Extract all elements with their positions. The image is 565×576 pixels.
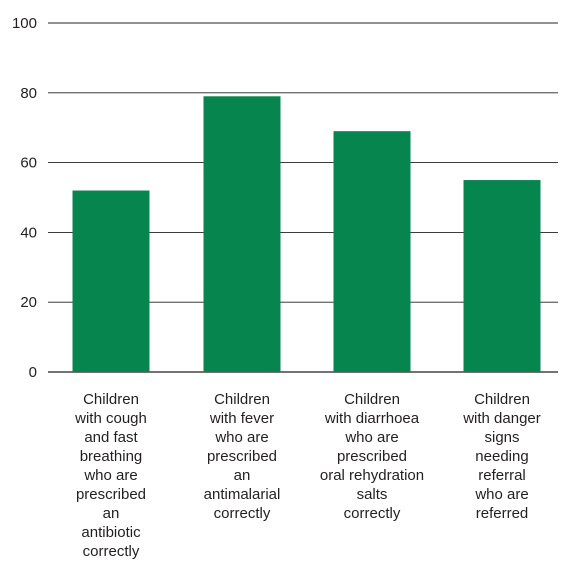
bars: [72, 96, 541, 372]
y-tick-label: 20: [20, 294, 37, 311]
bar-3: [333, 131, 411, 372]
y-tick-label: 0: [29, 364, 37, 381]
bar-1: [72, 190, 150, 372]
x-category-label-4: Children with danger signs needing referral w…: [462, 391, 541, 522]
x-axis-categories: Children with cough and fast breathing who a…: [74, 391, 541, 560]
x-category-label-2: Children with fever who are prescribed an ant…: [204, 391, 281, 522]
y-tick-label: 60: [20, 155, 37, 172]
bar-4: [463, 180, 541, 372]
y-axis: 0 20 40 60 80 100: [12, 15, 37, 381]
bar-2: [203, 96, 281, 372]
x-category-label-3: Children with diarrhoea who are prescribed o…: [320, 391, 424, 522]
y-tick-label: 80: [20, 85, 37, 102]
y-tick-label: 40: [20, 224, 37, 241]
y-tick-label: 100: [12, 15, 37, 32]
x-category-label-1: Children with cough and fast breathing who a…: [74, 391, 147, 560]
